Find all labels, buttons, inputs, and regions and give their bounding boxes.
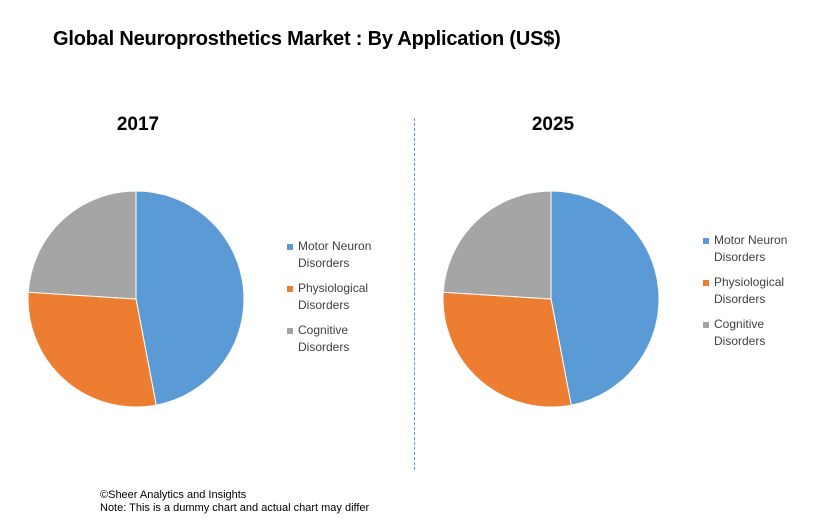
legend-label: Motor Neuron Disorders <box>298 239 372 270</box>
pie-title-2017: 2017 <box>116 114 160 135</box>
chart-title: Global Neuroprosthetics Market : By Appl… <box>53 28 561 50</box>
pie-slice-physiological-disorders <box>442 291 572 408</box>
legend-swatch <box>287 244 293 250</box>
legend-label: Physiological Disorders <box>298 281 369 312</box>
pie-slice-motor-neuron-disorders <box>135 190 245 406</box>
pie-slice-motor-neuron-disorders <box>550 190 660 406</box>
legend-label: Motor Neuron Disorders <box>714 233 788 264</box>
legend-label: Physiological Disorders <box>714 275 785 306</box>
pie-title-2025: 2025 <box>531 114 575 135</box>
footer-note: Note: This is a dummy chart and actual c… <box>100 502 370 514</box>
legend-item: Cognitive Disorders <box>287 322 377 356</box>
legend-swatch <box>703 322 709 328</box>
pie-chart-2017 <box>27 190 245 408</box>
pie-slice-cognitive-disorders <box>27 190 137 300</box>
legend-item: Physiological Disorders <box>287 280 377 314</box>
legend-item: Motor Neuron Disorders <box>287 238 377 272</box>
legend-item: Cognitive Disorders <box>703 316 793 350</box>
pie-chart-2025 <box>442 190 660 408</box>
footer: ©Sheer Analytics and Insights Note: This… <box>100 489 369 515</box>
legend-label: Cognitive Disorders <box>298 323 350 354</box>
legend-swatch <box>703 238 709 244</box>
pie-slice-physiological-disorders <box>27 291 157 408</box>
legend-item: Physiological Disorders <box>703 274 793 308</box>
legend-label: Cognitive Disorders <box>714 317 766 348</box>
legend-item: Motor Neuron Disorders <box>703 232 793 266</box>
pie-slice-cognitive-disorders <box>442 190 552 300</box>
legend-swatch <box>287 328 293 334</box>
footer-credit: ©Sheer Analytics and Insights <box>100 489 247 501</box>
legend-2025: Motor Neuron Disorders Physiological Dis… <box>703 232 793 358</box>
legend-swatch <box>703 280 709 286</box>
chart-divider <box>414 118 415 470</box>
legend-2017: Motor Neuron Disorders Physiological Dis… <box>287 238 377 364</box>
legend-swatch <box>287 286 293 292</box>
